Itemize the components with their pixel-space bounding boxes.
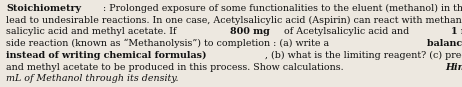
Text: of Acetylsalicylic acid and: of Acetylsalicylic acid and [281,27,413,36]
Text: and methyl acetate to be produced in this process. Show calculations.: and methyl acetate to be produced in thi… [6,63,346,72]
Text: 1 mL: 1 mL [450,27,462,36]
Text: , (b) what is the limiting reagent? (c) predict the grams of salicylic acid: , (b) what is the limiting reagent? (c) … [265,51,462,60]
Text: : Prolonged exposure of some functionalities to the eluent (methanol) in this ex: : Prolonged exposure of some functionali… [103,4,462,13]
Text: side reaction (known as “Methanolysis”) to completion : (a) write a: side reaction (known as “Methanolysis”) … [6,39,332,48]
Text: lead to undesirable reactions. In one case, Acetylsalicylic acid (Aspirin) can r: lead to undesirable reactions. In one ca… [6,16,462,25]
Text: Stoichiometry: Stoichiometry [6,4,81,13]
Text: salicylic acid and methyl acetate. If: salicylic acid and methyl acetate. If [6,27,180,36]
Text: 800 mg: 800 mg [230,27,270,36]
Text: mL of Methanol through its density.: mL of Methanol through its density. [6,74,178,83]
Text: balanced equation (draw all molecules: balanced equation (draw all molecules [427,39,462,48]
Text: Hint: Hint [445,63,462,72]
Text: instead of writing chemical formulas): instead of writing chemical formulas) [6,51,207,60]
